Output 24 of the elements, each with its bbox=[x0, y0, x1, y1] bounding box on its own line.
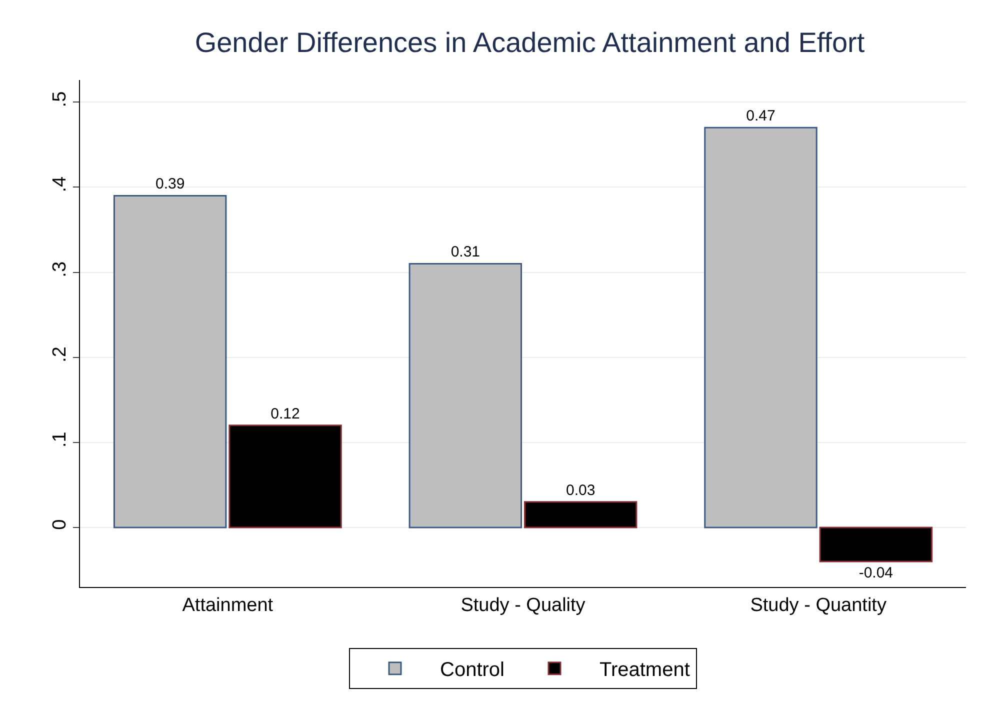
bar bbox=[113, 194, 227, 528]
x-tick-label: Study - Quality bbox=[460, 594, 586, 616]
y-tick-label: .5 bbox=[49, 91, 70, 108]
bar bbox=[524, 501, 638, 528]
legend-label: Treatment bbox=[599, 659, 690, 682]
data-label: 0.31 bbox=[450, 244, 480, 261]
bar bbox=[408, 262, 522, 528]
y-tick-label: .4 bbox=[49, 176, 70, 192]
y-tick-label: .2 bbox=[49, 346, 70, 362]
y-tick-label: 0 bbox=[49, 519, 70, 530]
x-tick-label: Attainment bbox=[182, 594, 274, 616]
y-tick-label: .3 bbox=[49, 261, 70, 278]
bar bbox=[228, 424, 342, 528]
data-label: -0.04 bbox=[858, 564, 894, 582]
data-label: 0.03 bbox=[566, 482, 596, 499]
legend-label: Control bbox=[440, 659, 504, 682]
data-label: 0.39 bbox=[155, 176, 185, 193]
y-tick-label: .1 bbox=[49, 432, 70, 448]
data-label: 0.12 bbox=[270, 405, 300, 422]
data-label: 0.47 bbox=[746, 108, 776, 125]
bar bbox=[704, 126, 818, 528]
bar bbox=[819, 526, 933, 562]
x-tick-label: Study - Quantity bbox=[750, 594, 887, 616]
chart-title: Gender Differences in Academic Attainment and Effort bbox=[194, 26, 865, 58]
